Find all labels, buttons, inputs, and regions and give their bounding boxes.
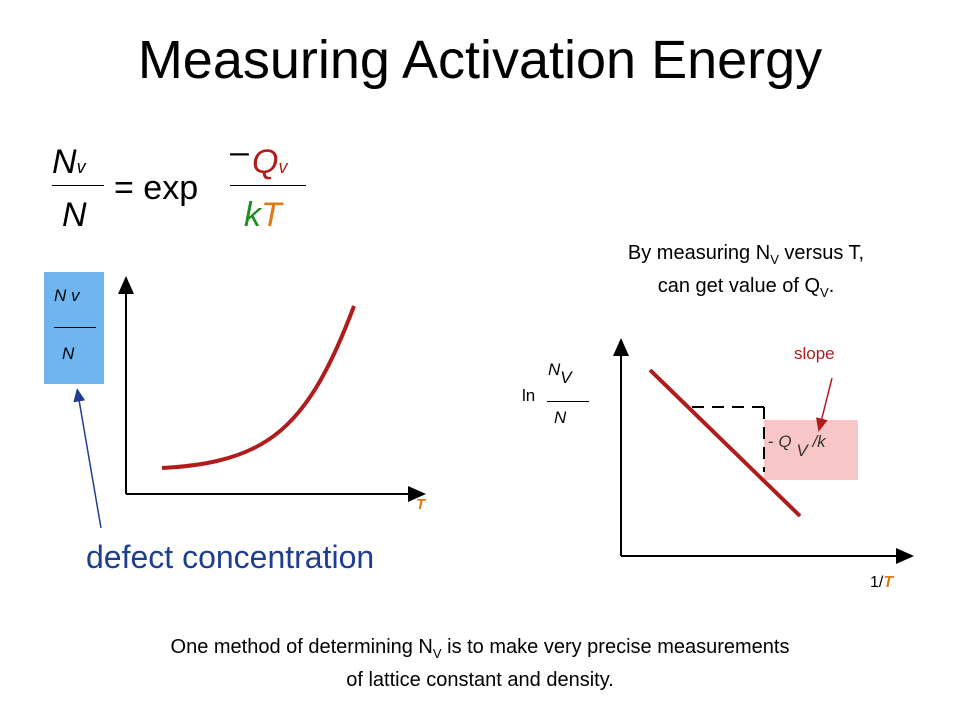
slope-label: slope (794, 344, 835, 363)
line1-tail: versus T, (778, 242, 865, 264)
right-explanation-line2: can get value of QV. (548, 273, 944, 306)
concentration-curve (161, 305, 356, 470)
slope-v-subscript: V (796, 441, 808, 460)
slope-value-box (764, 420, 858, 480)
defect-concentration-label: defect concentration (86, 539, 375, 575)
page-title: Measuring Activation Energy (137, 30, 823, 90)
right-ylabel-bar (547, 401, 589, 402)
footer-line1-tail: is to make very precise measurements (441, 636, 790, 658)
equals-exp: = exp (114, 169, 199, 207)
right-explanation: By measuring NV versus T, can get value … (548, 240, 944, 306)
minus-sign: – (230, 133, 249, 171)
line2-text: can get value of Q (657, 275, 821, 297)
left-ylabel-bar (54, 327, 96, 328)
slope-q: Q (778, 432, 792, 451)
left-ylabel-v: v (71, 286, 80, 305)
line2-tail: . (828, 275, 835, 297)
footer-line1-text: One method of determining N (170, 636, 433, 658)
right-xlabel-t: T (883, 574, 894, 591)
k-symbol: k (244, 196, 261, 234)
line1-subscript: V (770, 252, 779, 267)
slope-over-k: /k (812, 432, 826, 451)
nv-over-n-box (44, 272, 104, 384)
right-ylabel-n: N (548, 360, 561, 379)
right-ylabel-ln: ln (522, 386, 536, 405)
q-symbol: Q (252, 143, 279, 181)
right-xlabel: 1/T (870, 574, 893, 592)
slope-value: - Q V /k (768, 432, 826, 460)
rhs-numerator: Qv (252, 142, 287, 187)
left-xlabel-t: T (416, 496, 426, 513)
rhs-denominator: kT (244, 195, 282, 235)
lhs-fraction-bar (52, 185, 104, 186)
right-ylabel-denominator: N (554, 408, 567, 427)
line1-text: By measuring N (627, 242, 771, 264)
right-ylabel-numerator: NV (548, 360, 572, 387)
arrhenius-equation: Nv N = exp – Qv kT (0, 0, 960, 240)
lhs-v-subscript: v (76, 157, 86, 177)
rhs-fraction-bar (230, 185, 306, 186)
right-explanation-line1: By measuring NV versus T, (548, 240, 944, 273)
t-symbol: T (261, 196, 282, 234)
footer-note: One method of determining NV is to make … (40, 634, 920, 693)
slope-minus: - (768, 432, 774, 451)
equation-lhs-numerator: Nv (52, 142, 86, 187)
left-ylabel-n: N (54, 286, 67, 305)
right-ylabel-v: V (560, 368, 572, 387)
slope-pointer-arrow (815, 377, 833, 432)
equation-lhs-denominator: N (62, 196, 87, 234)
defect-pointer-arrow (73, 388, 102, 529)
left-ylabel-numerator: N v (54, 286, 80, 306)
left-ylabel-denominator: N (62, 344, 75, 363)
footer-line1-subscript: V (432, 646, 442, 661)
right-xlabel-one-over: 1/ (870, 574, 884, 591)
line2-subscript: V (820, 285, 829, 300)
q-v-subscript: v (278, 157, 288, 177)
footer-line1: One method of determining NV is to make … (40, 634, 920, 667)
ln-plot-line (648, 368, 802, 518)
lhs-n-symbol: N (52, 143, 77, 181)
footer-line2: of lattice constant and density. (346, 669, 614, 691)
